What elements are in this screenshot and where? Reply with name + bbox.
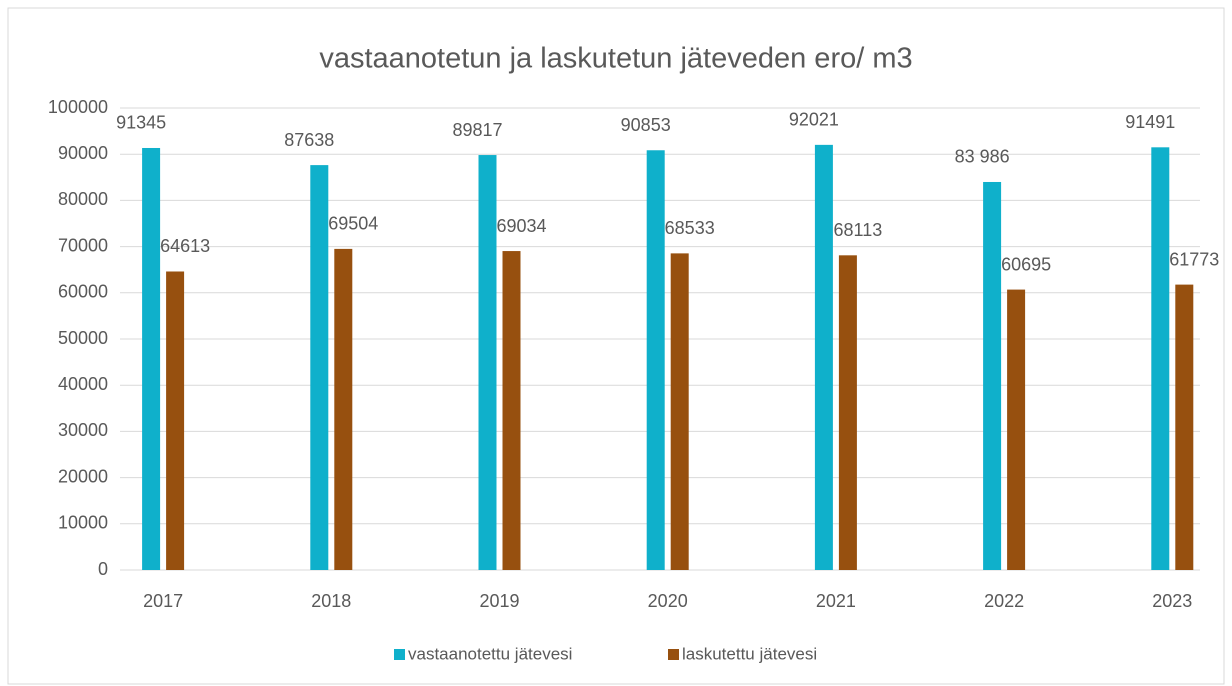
y-tick-label: 20000 — [58, 466, 108, 486]
data-label: 91491 — [1125, 112, 1175, 132]
bar — [1175, 284, 1194, 570]
bar — [334, 248, 353, 570]
y-tick-label: 10000 — [58, 513, 108, 533]
x-tick-label: 2022 — [984, 591, 1024, 611]
bar — [838, 255, 857, 571]
data-label: 64613 — [160, 236, 210, 256]
y-tick-label: 0 — [98, 559, 108, 579]
bar — [166, 271, 185, 570]
bar — [983, 181, 1002, 570]
bar — [478, 155, 497, 570]
data-label: 68113 — [834, 220, 883, 240]
data-label: 69034 — [496, 216, 546, 236]
x-tick-label: 2020 — [648, 591, 688, 611]
x-tick-label: 2019 — [479, 591, 519, 611]
data-label: 60695 — [1001, 254, 1051, 274]
data-label: 61773 — [1169, 249, 1219, 269]
x-tick-label: 2018 — [311, 591, 351, 611]
chart-title: vastaanotetun ja laskutetun jäteveden er… — [319, 43, 912, 75]
y-tick-label: 100000 — [48, 97, 108, 117]
x-tick-label: 2023 — [1152, 591, 1192, 611]
data-label: 90853 — [621, 115, 671, 135]
y-tick-label: 60000 — [58, 282, 108, 302]
y-tick-label: 50000 — [58, 328, 108, 348]
bar — [814, 144, 833, 570]
data-label: 92021 — [789, 110, 839, 130]
bar — [142, 147, 161, 571]
data-label: 87638 — [284, 130, 334, 150]
bar — [670, 253, 689, 570]
data-label: 91345 — [116, 113, 166, 133]
bar — [502, 251, 521, 570]
legend-swatch — [668, 649, 679, 660]
data-label: 89817 — [452, 120, 502, 140]
x-tick-label: 2021 — [816, 591, 856, 611]
data-label: 83 986 — [955, 147, 1010, 167]
legend-swatch — [394, 649, 405, 660]
data-label: 69504 — [328, 214, 378, 234]
bar — [646, 150, 665, 570]
y-tick-label: 40000 — [58, 374, 108, 394]
y-tick-label: 30000 — [58, 420, 108, 440]
legend-label: vastaanotettu jätevesi — [408, 644, 572, 663]
bar — [310, 165, 329, 571]
x-tick-label: 2017 — [143, 591, 183, 611]
chart-border — [7, 7, 1225, 685]
y-tick-label: 80000 — [58, 189, 108, 209]
bar — [1007, 289, 1026, 570]
bar — [1151, 147, 1170, 570]
y-tick-label: 90000 — [58, 143, 108, 163]
data-label: 68533 — [665, 218, 715, 238]
legend-label: laskutettu jätevesi — [682, 644, 817, 663]
y-tick-label: 70000 — [58, 235, 108, 255]
